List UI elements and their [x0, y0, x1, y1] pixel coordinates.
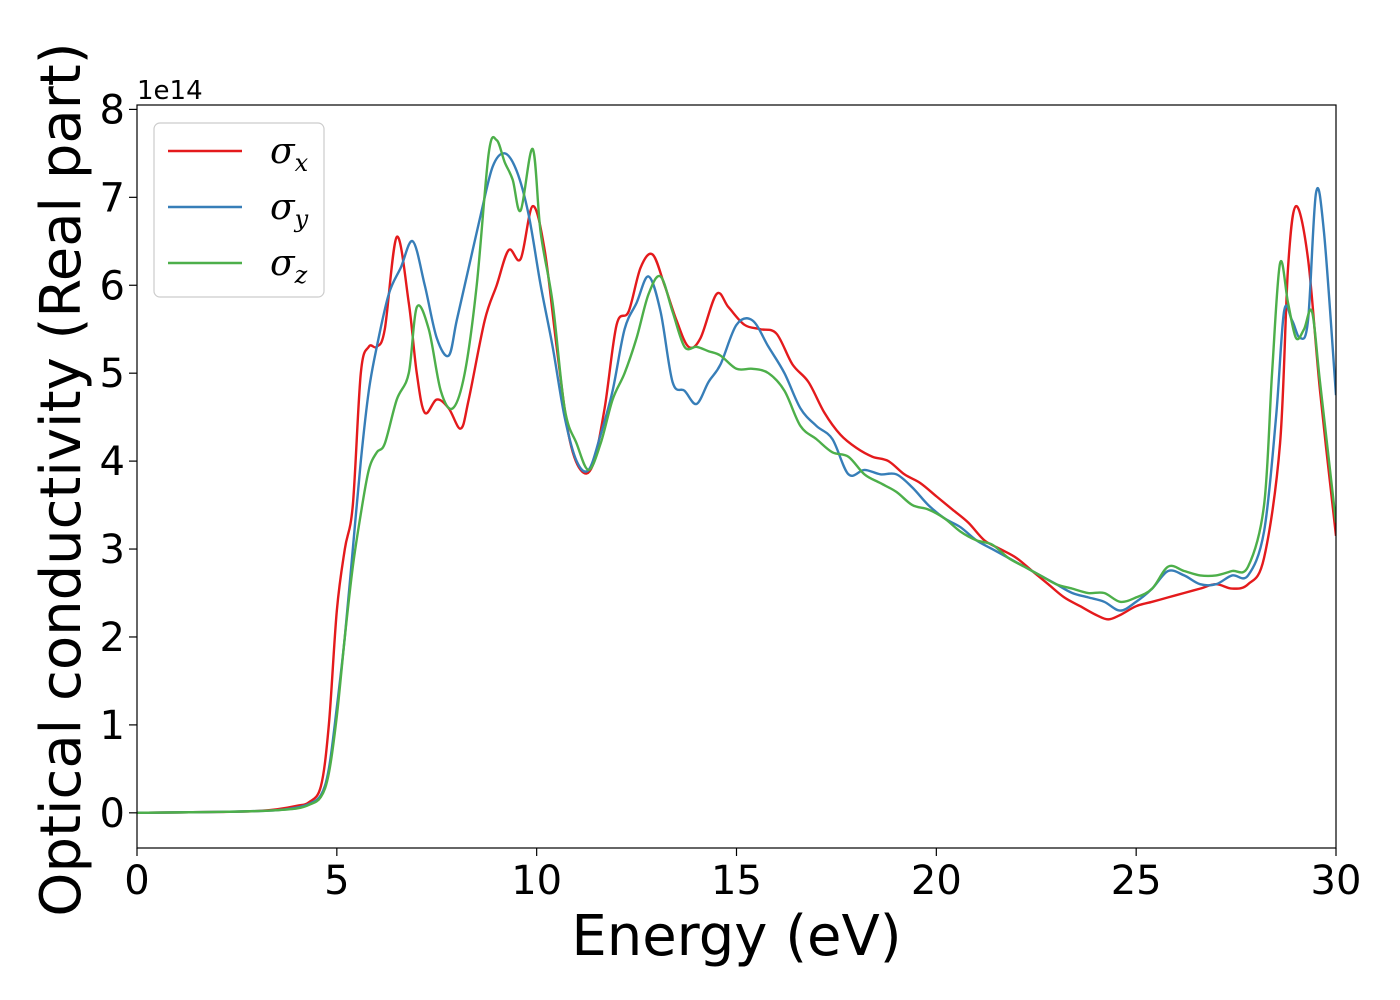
y-axis: 0 1 2 3 4 5 6 7 8 — [100, 87, 137, 837]
series-line-x — [137, 204, 1336, 815]
legend-label-z: σz — [270, 243, 308, 289]
y-tick-label: 3 — [100, 527, 125, 573]
legend-label-x: σx — [270, 131, 309, 177]
legend-symbol: σ — [270, 187, 296, 228]
legend-subscript: y — [294, 205, 309, 233]
x-tick-label: 5 — [324, 858, 349, 904]
x-tick-label: 30 — [1311, 858, 1362, 904]
x-axis: 0 5 10 15 20 25 30 — [124, 848, 1361, 904]
y-tick-label: 0 — [100, 791, 125, 837]
y-offset-label: 1e14 — [137, 76, 203, 106]
plot-lines — [137, 135, 1336, 815]
x-tick-label: 0 — [124, 858, 149, 904]
y-tick-label: 6 — [100, 263, 125, 309]
x-tick-label: 10 — [511, 858, 562, 904]
legend-subscript: z — [294, 261, 308, 289]
y-axis-title: Optical conductivity (Real part) — [29, 42, 94, 916]
legend-subscript: x — [295, 149, 309, 177]
y-tick-label: 7 — [100, 175, 125, 221]
y-tick-label: 2 — [100, 615, 125, 661]
y-tick-label: 4 — [100, 439, 125, 485]
x-axis-title: Energy (eV) — [571, 904, 901, 969]
legend-symbol: σ — [270, 243, 296, 284]
x-tick-label: 15 — [711, 858, 762, 904]
series-line-y — [137, 152, 1336, 815]
legend-symbol: σ — [270, 131, 296, 172]
series-line-z — [137, 135, 1336, 815]
legend-label-y: σy — [270, 187, 309, 233]
x-tick-label: 20 — [911, 858, 962, 904]
y-tick-label: 1 — [100, 703, 125, 749]
y-tick-label: 8 — [100, 87, 125, 133]
y-tick-label: 5 — [100, 351, 125, 397]
x-tick-label: 25 — [1111, 858, 1162, 904]
legend-box — [153, 122, 325, 298]
